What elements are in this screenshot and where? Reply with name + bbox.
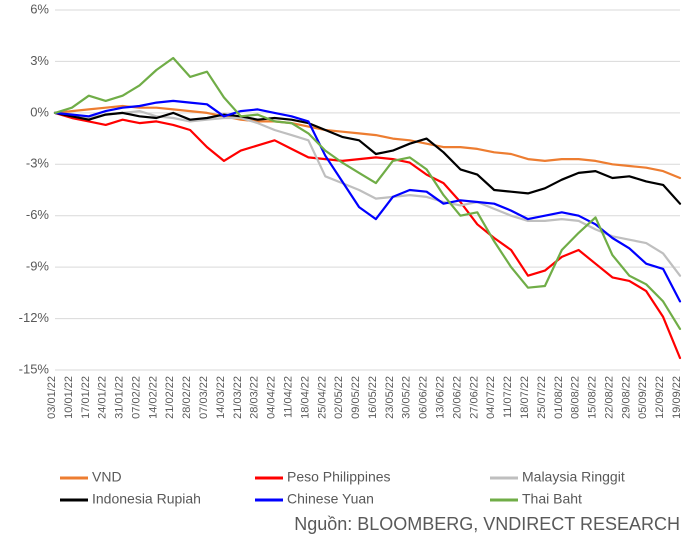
currency-performance-chart: -15% -12% -9% -6% -3% 0% 3% 6% 03/01/22 10/01/22 1…: [0, 0, 690, 540]
x-tick-label: 18/07/22: [519, 376, 531, 419]
x-tick-label: 28/02/22: [181, 376, 193, 419]
x-tick-label: 10/01/22: [63, 376, 75, 419]
series-peso-philippines: [55, 113, 680, 358]
y-tick-label: -15%: [19, 361, 50, 376]
series-chinese-yuan: [55, 101, 680, 302]
x-tick-label: 18/04/22: [299, 376, 311, 419]
y-tick-label: -12%: [19, 310, 50, 325]
x-tick-label: 28/03/22: [249, 376, 261, 419]
x-tick-label: 21/02/22: [164, 376, 176, 419]
x-tick-label: 22/08/22: [603, 376, 615, 419]
legend-label: Indonesia Rupiah: [92, 491, 201, 507]
x-tick-label: 08/08/22: [570, 376, 582, 419]
y-tick-label: 6%: [30, 1, 49, 16]
x-tick-label: 31/01/22: [114, 376, 126, 419]
x-tick-label: 14/03/22: [215, 376, 227, 419]
x-tick-label: 05/09/22: [637, 376, 649, 419]
y-tick-label: 3%: [30, 53, 49, 68]
x-tick-label: 02/05/22: [333, 376, 345, 419]
x-tick-label: 27/06/22: [468, 376, 480, 419]
legend-label: Thai Baht: [522, 491, 582, 507]
x-tick-label: 06/06/22: [418, 376, 430, 419]
x-tick-label: 24/01/22: [97, 376, 109, 419]
x-tick-label: 07/03/22: [198, 376, 210, 419]
x-tick-label: 04/04/22: [266, 376, 278, 419]
x-tick-label: 11/07/22: [502, 376, 514, 418]
y-tick-label: -3%: [26, 156, 50, 171]
legend-label: VND: [92, 469, 122, 485]
legend-label: Chinese Yuan: [287, 491, 374, 507]
x-tick-label: 15/08/22: [587, 376, 599, 419]
x-tick-label: 14/02/22: [147, 376, 159, 419]
y-tick-label: 0%: [30, 104, 49, 119]
x-tick-label: 03/01/22: [46, 376, 58, 419]
x-tick-label: 13/06/22: [435, 376, 447, 419]
series-malaysia-ringgit: [55, 111, 680, 276]
x-tick-label: 23/05/22: [384, 376, 396, 419]
x-tick-label: 19/09/22: [671, 376, 683, 419]
x-tick-label: 11/04/22: [282, 376, 294, 418]
legend-label: Peso Philippines: [287, 469, 391, 485]
chart-canvas: -15% -12% -9% -6% -3% 0% 3% 6% 03/01/22 10/01/22 1…: [0, 0, 690, 540]
x-tick-label: 21/03/22: [232, 376, 244, 419]
source-label: Nguồn: BLOOMBERG, VNDIRECT RESEARCH: [294, 514, 680, 534]
x-tick-label: 12/09/22: [654, 376, 666, 419]
y-tick-label: -6%: [26, 207, 50, 222]
x-tick-label: 25/04/22: [316, 376, 328, 419]
y-tick-label: -9%: [26, 259, 50, 274]
x-tick-label: 29/08/22: [620, 376, 632, 419]
x-tick-label: 01/08/22: [553, 376, 565, 419]
x-tick-label: 07/02/22: [130, 376, 142, 419]
x-tick-label: 16/05/22: [367, 376, 379, 419]
x-tick-label: 25/07/22: [536, 376, 548, 419]
x-tick-label: 20/06/22: [451, 376, 463, 419]
x-tick-label: 30/05/22: [401, 376, 413, 419]
legend-label: Malaysia Ringgit: [522, 469, 625, 485]
x-tick-label: 09/05/22: [350, 376, 362, 419]
x-tick-label: 04/07/22: [485, 376, 497, 419]
x-tick-label: 17/01/22: [80, 376, 92, 419]
